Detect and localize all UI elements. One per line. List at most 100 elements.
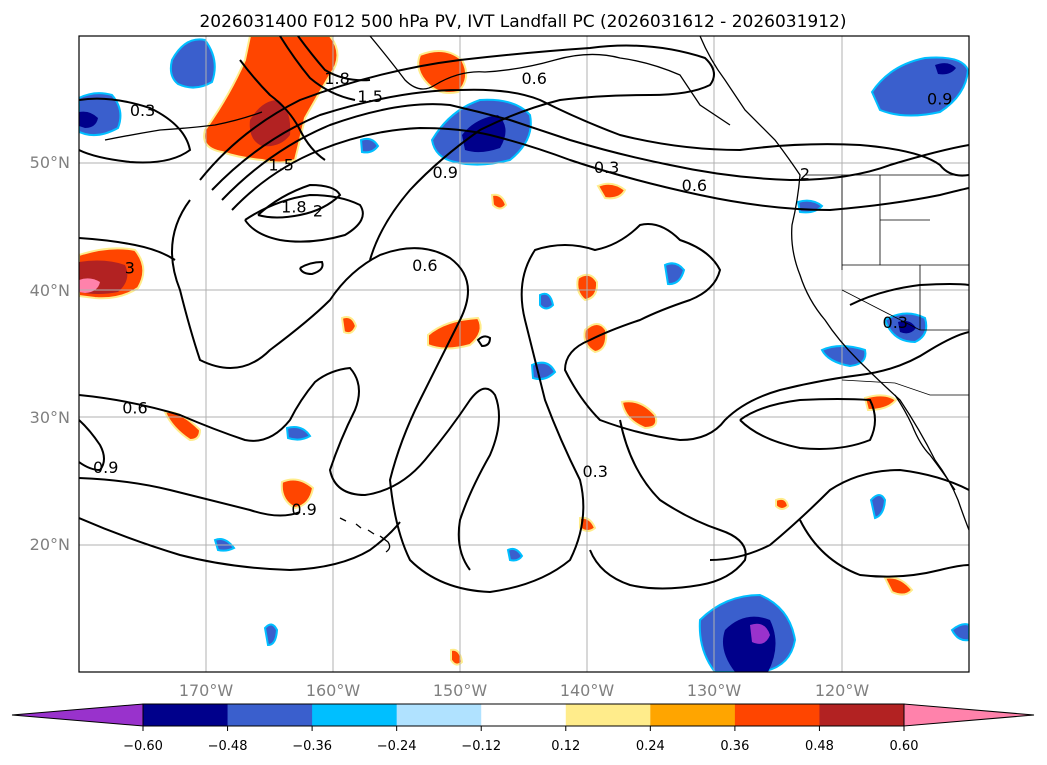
colorbar-segment — [143, 704, 229, 726]
contour-label: 0.3 — [883, 313, 908, 332]
pv-negative-region — [950, 623, 969, 642]
ivt-contour — [297, 36, 371, 82]
colorbar-segment — [650, 704, 736, 726]
lon-tick-label: 160°W — [306, 681, 361, 700]
pv-negative-core — [750, 623, 770, 644]
contour-label: 0.6 — [412, 256, 437, 275]
contour-label: 0.9 — [432, 163, 457, 182]
ivt-contour — [299, 260, 324, 276]
ivt-contour — [244, 193, 364, 243]
hawaii-islands — [339, 517, 391, 553]
colorbar-segment — [481, 704, 567, 726]
ivt-contour — [221, 103, 969, 201]
lat-tick-label: 20°N — [30, 535, 70, 554]
pv-negative-region — [169, 38, 216, 89]
pv-negative-region — [506, 547, 524, 562]
contour-label: 2 — [313, 201, 323, 220]
ivt-contour — [257, 183, 342, 219]
colorbar-segment — [312, 704, 398, 726]
colorbar-segment — [396, 704, 482, 726]
colorbar-tick-label: −0.12 — [461, 739, 501, 754]
ivt-contour — [79, 366, 500, 571]
pv-negative-region — [663, 262, 686, 286]
contour-label: 0.6 — [122, 398, 147, 417]
pv-positive-core — [79, 278, 100, 293]
contour-label: 0.6 — [682, 176, 707, 195]
ivt-contours — [79, 36, 969, 594]
ivt-contour — [849, 283, 969, 306]
ivt-contour — [79, 237, 176, 261]
alaska-coastline — [369, 36, 731, 126]
contour-label: 0.9 — [93, 458, 118, 477]
pv-negative-region — [539, 292, 555, 310]
pv-negative-core — [79, 111, 98, 128]
colorbar-tick-label: 0.60 — [890, 739, 919, 754]
lon-tick-label: 120°W — [815, 681, 870, 700]
lat-tick-label: 40°N — [30, 281, 70, 300]
ivt-contour — [279, 36, 356, 101]
north-america-coastline — [699, 36, 969, 531]
colorbar-tick-label: 0.36 — [720, 739, 749, 754]
aleutian-coastline — [104, 111, 263, 141]
pv-positive-region — [596, 182, 627, 200]
lon-tick-label: 150°W — [433, 681, 488, 700]
coastlines — [104, 36, 969, 553]
contour-label: 0.9 — [291, 500, 316, 519]
ivt-contour — [79, 97, 192, 164]
ivt-contour — [199, 44, 715, 261]
map-title: 2026031400 F012 500 hPa PV, IVT Landfall… — [199, 12, 846, 32]
colorbar: −0.60 −0.48 −0.36 −0.24 −0.12 0.12 0.24 0.36 0.4… — [11, 703, 1035, 754]
colorbar-extend-low — [11, 703, 144, 727]
colorbar-tick-label: −0.36 — [292, 739, 332, 754]
colorbar-tick-label: 0.24 — [636, 739, 665, 754]
pv-positive-region — [490, 193, 508, 210]
contour-label: 0.3 — [594, 158, 619, 177]
colorbar-tick-label: −0.48 — [208, 739, 248, 754]
lon-axis: 170°W 160°W 150°W 140°W 130°W 120°W — [179, 681, 870, 700]
lon-tick-label: 130°W — [687, 681, 742, 700]
colorbar-segment — [819, 704, 905, 726]
ivt-contour — [79, 517, 401, 572]
pv-positive-region — [340, 316, 358, 335]
lon-tick-label: 140°W — [560, 681, 615, 700]
lat-tick-label: 50°N — [30, 153, 70, 172]
colorbar-tick-label: 0.48 — [805, 739, 834, 754]
contour-label: 0.3 — [130, 101, 155, 120]
contour-label: 0.3 — [582, 462, 607, 481]
baja-coastline — [894, 394, 956, 491]
contour-label: 1.5 — [357, 87, 382, 106]
ivt-contour — [799, 519, 969, 578]
ivt-contour — [239, 59, 326, 161]
pv-negative-core — [898, 320, 916, 334]
ivt-contour — [79, 477, 301, 517]
lon-tick-label: 170°W — [179, 681, 234, 700]
ivt-contour — [739, 398, 876, 450]
colorbar-tick-label: −0.24 — [377, 739, 417, 754]
colorbar-segment — [734, 704, 820, 726]
contour-label: 3 — [125, 259, 135, 278]
pv-negative-core — [935, 63, 956, 75]
colorbar-frame — [142, 703, 905, 727]
ivt-contour — [589, 419, 747, 590]
pv-negative-region — [263, 623, 279, 647]
pv-positive-region — [883, 576, 914, 596]
ivt-contour — [476, 335, 492, 348]
lat-tick-label: 30°N — [30, 408, 70, 427]
contour-label: 2 — [800, 164, 810, 183]
state-borders — [841, 175, 969, 331]
pv-negative-region — [869, 494, 887, 520]
ivt-contour — [171, 199, 969, 594]
pv-negative-region — [285, 426, 312, 441]
contour-label: 0.6 — [521, 69, 546, 88]
contour-label: 0.9 — [927, 89, 952, 108]
us-mexico-border — [841, 379, 969, 396]
pv-positive-region — [280, 478, 315, 510]
pv-negative-core — [722, 616, 776, 672]
contour-labels: 0.3 1.8 1.5 0.6 1.5 0.9 1.8 2 0.3 0.6 2 0.9 0.6 3 0.3 0… — [93, 69, 953, 519]
colorbar-segment — [565, 704, 651, 726]
ivt-contour — [709, 468, 969, 561]
ivt-contour — [79, 419, 105, 472]
colorbar-tick-label: −0.60 — [123, 739, 163, 754]
gridlines — [79, 36, 969, 672]
